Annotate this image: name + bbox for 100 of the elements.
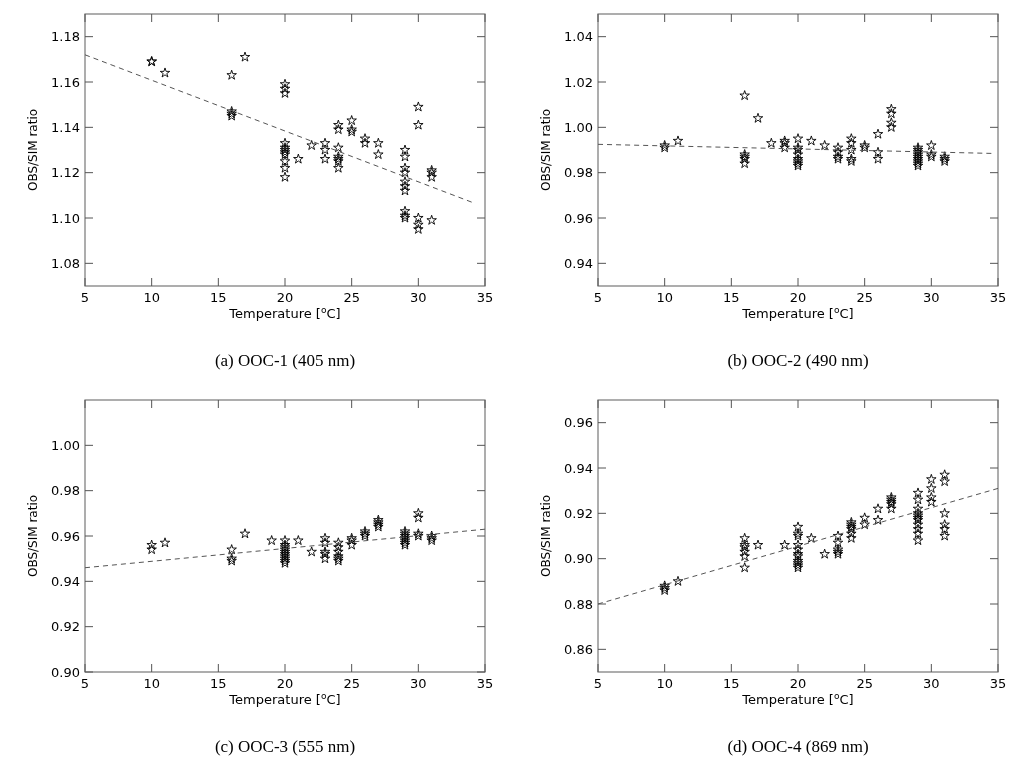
point	[413, 507, 424, 518]
point	[846, 133, 857, 144]
point	[886, 103, 897, 114]
point	[413, 212, 424, 223]
y-tick-label: 1.18	[51, 29, 80, 45]
point	[319, 144, 331, 155]
y-tick-label: 0.94	[51, 573, 80, 589]
y-tick-label: 1.12	[51, 165, 80, 181]
x-tick-label: 25	[343, 290, 360, 305]
point	[279, 83, 291, 94]
point	[279, 171, 291, 182]
point	[413, 223, 424, 234]
point	[333, 124, 344, 135]
x-tick-label: 10	[656, 290, 673, 305]
y-axis-title: OBS/SIM ratio	[539, 108, 553, 192]
x-tick-label: 5	[80, 290, 90, 305]
point	[413, 512, 424, 523]
x-tick-label: 25	[856, 676, 873, 691]
point	[306, 546, 317, 557]
point	[886, 117, 897, 128]
point	[672, 135, 684, 146]
point	[832, 146, 844, 157]
point	[319, 553, 331, 564]
y-tick-label: 1.00	[564, 119, 593, 135]
x-tick-label: 35	[476, 676, 494, 691]
y-tick-label: 1.04	[564, 29, 593, 45]
y-tick-label: 0.98	[51, 483, 80, 499]
text: (c) OOC-3 (555 nm)	[214, 737, 356, 756]
point	[226, 544, 237, 555]
y-tick-label: 0.92	[564, 505, 593, 521]
x-axis-title: Temperature [$^{o}$C]	[228, 691, 341, 707]
y-tick-label: 1.10	[51, 210, 80, 226]
y-tick-label: 0.90	[564, 551, 593, 567]
point	[333, 162, 344, 173]
x-tick-label: 10	[143, 676, 160, 691]
point	[293, 153, 304, 164]
point	[399, 151, 411, 162]
x-tick-label: 35	[476, 290, 494, 305]
point	[346, 115, 357, 126]
text: (a) OOC-1 (405 nm)	[214, 351, 356, 370]
point	[413, 219, 424, 230]
x-tick-label: 5	[593, 290, 603, 305]
point	[399, 176, 411, 187]
y-tick-label: 0.86	[564, 641, 593, 657]
point	[399, 205, 411, 216]
point	[239, 528, 251, 539]
point	[872, 153, 884, 164]
y-tick-label: 0.96	[564, 415, 593, 431]
point	[333, 541, 344, 552]
y-tick-label: 1.08	[51, 255, 80, 271]
x-tick-label: 35	[989, 676, 1007, 691]
point	[792, 149, 804, 160]
y-axis-title: OBS/SIM ratio	[26, 494, 40, 578]
y-tick-label: 0.90	[51, 664, 80, 680]
x-tick-label: 25	[343, 676, 360, 691]
point	[846, 144, 857, 155]
y-axis-title: OBS/SIM ratio	[539, 494, 553, 578]
point	[886, 121, 897, 132]
y-tick-label: 1.02	[564, 74, 593, 90]
point	[846, 137, 857, 148]
point	[399, 162, 411, 173]
point	[806, 135, 817, 146]
point	[819, 140, 830, 150]
point	[373, 137, 384, 148]
x-tick-label: 10	[656, 676, 673, 691]
point	[146, 539, 157, 550]
y-tick-label: 0.98	[564, 165, 593, 181]
y-tick-label: 0.94	[564, 255, 593, 271]
x-tick-label: 15	[210, 290, 227, 305]
y-axis-title: OBS/SIM ratio	[26, 108, 40, 192]
point	[319, 137, 331, 148]
y-tick-label: 0.94	[564, 460, 593, 476]
point	[413, 101, 424, 112]
point	[426, 171, 437, 182]
y-tick-label: 1.14	[51, 119, 80, 135]
point	[319, 532, 331, 543]
y-tick-label: 0.92	[51, 619, 80, 635]
point	[279, 87, 291, 98]
point	[306, 140, 317, 150]
x-tick-label: 20	[276, 290, 294, 305]
point	[333, 119, 344, 130]
x-tick-label: 30	[923, 676, 940, 691]
point	[399, 180, 411, 191]
x-tick-label: 30	[923, 290, 940, 305]
point	[346, 539, 357, 550]
text: (d) OOC-4 (869 nm)	[727, 737, 869, 756]
point	[399, 185, 411, 196]
point	[832, 142, 844, 153]
x-axis-title: Temperature [$^{o}$C]	[741, 305, 854, 321]
x-tick-label: 10	[143, 290, 160, 305]
point	[359, 133, 371, 144]
point	[239, 51, 251, 62]
point	[739, 90, 750, 101]
point	[399, 144, 411, 155]
x-tick-label: 15	[210, 676, 227, 691]
point	[293, 535, 304, 546]
point	[279, 535, 291, 546]
point	[766, 137, 777, 148]
point	[792, 133, 804, 144]
point	[319, 537, 331, 548]
